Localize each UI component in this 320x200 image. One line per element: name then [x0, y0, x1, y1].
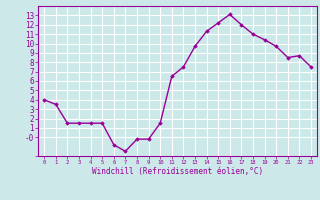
X-axis label: Windchill (Refroidissement éolien,°C): Windchill (Refroidissement éolien,°C) — [92, 167, 263, 176]
